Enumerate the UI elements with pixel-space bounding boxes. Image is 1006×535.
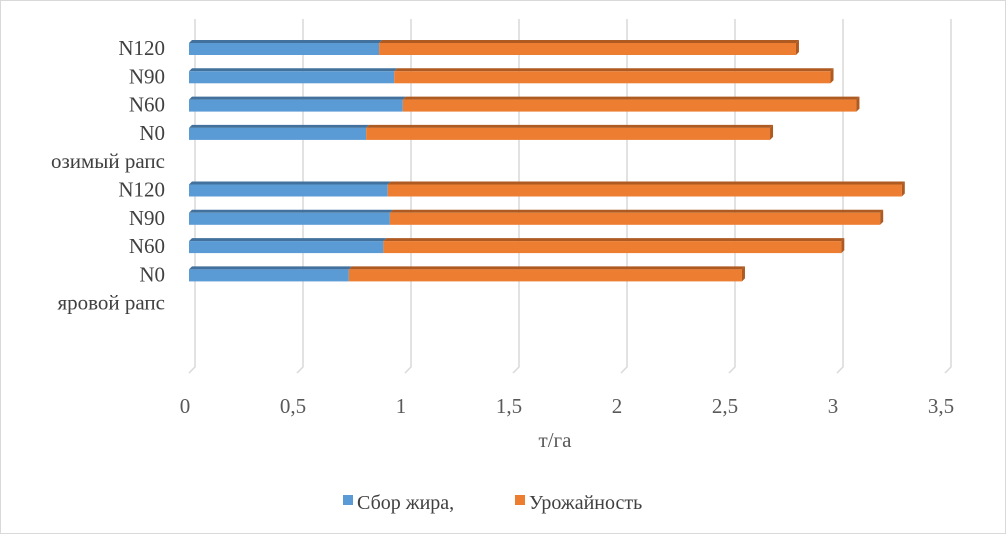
- bar-top-face: [379, 40, 799, 43]
- bar-top-face: [189, 96, 406, 100]
- bar-segment: [389, 212, 881, 225]
- x-tick-label: 2: [612, 394, 623, 418]
- bar-top-face: [189, 40, 383, 43]
- bar-segment: [402, 99, 857, 112]
- legend-swatch-yield: [515, 495, 525, 505]
- bar-top-face: [366, 124, 774, 128]
- category-label: N120: [118, 178, 165, 202]
- x-tick-label: 0,5: [280, 394, 306, 418]
- bar-top-face: [189, 266, 352, 270]
- legend-swatch-fat: [343, 495, 353, 505]
- bar-side-face: [901, 181, 905, 197]
- x-tick-label: 1,5: [496, 394, 522, 418]
- bar-side-face: [770, 124, 774, 140]
- x-tick-label: 1: [396, 394, 407, 418]
- bar-segment: [189, 43, 380, 55]
- bar-top-face: [189, 238, 387, 242]
- bar-top-face: [348, 266, 745, 270]
- category-label: N90: [129, 206, 165, 230]
- bar-top-face: [189, 181, 391, 185]
- bar-top-face: [383, 238, 845, 242]
- bar-segment: [189, 269, 349, 282]
- bar-side-face: [830, 68, 834, 84]
- bar-segment: [383, 241, 842, 254]
- bar-side-face: [856, 96, 860, 112]
- bar-segment: [189, 212, 390, 225]
- bar-side-face: [841, 238, 845, 254]
- x-tick-label: 3,5: [928, 394, 954, 418]
- bar-segment: [189, 241, 384, 254]
- category-label: яровой рапс: [57, 291, 165, 315]
- bar-top-face: [402, 96, 860, 100]
- bar-segment: [366, 127, 771, 140]
- category-label: озимый рапс: [51, 149, 165, 173]
- x-tick-label: 3: [828, 394, 839, 418]
- gridline: [944, 19, 952, 374]
- legend-label-fat: Сбор жира,: [357, 492, 454, 514]
- bar-segment: [379, 43, 796, 55]
- category-label: N90: [129, 64, 165, 88]
- x-tick-label: 2,5: [712, 394, 738, 418]
- bar-segment: [189, 127, 367, 140]
- category-label: N0: [139, 262, 165, 286]
- gridline: [836, 19, 844, 374]
- bar-top-face: [387, 181, 905, 185]
- bar-segment: [189, 99, 403, 112]
- bar-side-face: [741, 266, 745, 282]
- bar-segment: [189, 71, 395, 84]
- bar-top-face: [394, 68, 834, 72]
- bar-top-face: [389, 209, 884, 213]
- category-label: N60: [129, 234, 165, 258]
- x-axis-title: т/га: [539, 428, 573, 452]
- category-label: N0: [139, 121, 165, 145]
- x-tick-label: 0: [180, 394, 191, 418]
- bar-side-face: [795, 40, 799, 55]
- category-label: N60: [129, 93, 165, 117]
- legend: Сбор жира, Урожайность: [343, 492, 642, 514]
- bar-segment: [387, 184, 902, 197]
- bar-segment: [394, 71, 831, 84]
- bar-top-face: [189, 124, 370, 128]
- bar-top-face: [189, 68, 398, 72]
- category-label: N120: [118, 36, 165, 60]
- bar-segment: [348, 269, 742, 282]
- bar-side-face: [880, 209, 884, 225]
- legend-label-yield: Урожайность: [529, 492, 642, 514]
- bar-top-face: [189, 209, 393, 213]
- bar-segment: [189, 184, 388, 197]
